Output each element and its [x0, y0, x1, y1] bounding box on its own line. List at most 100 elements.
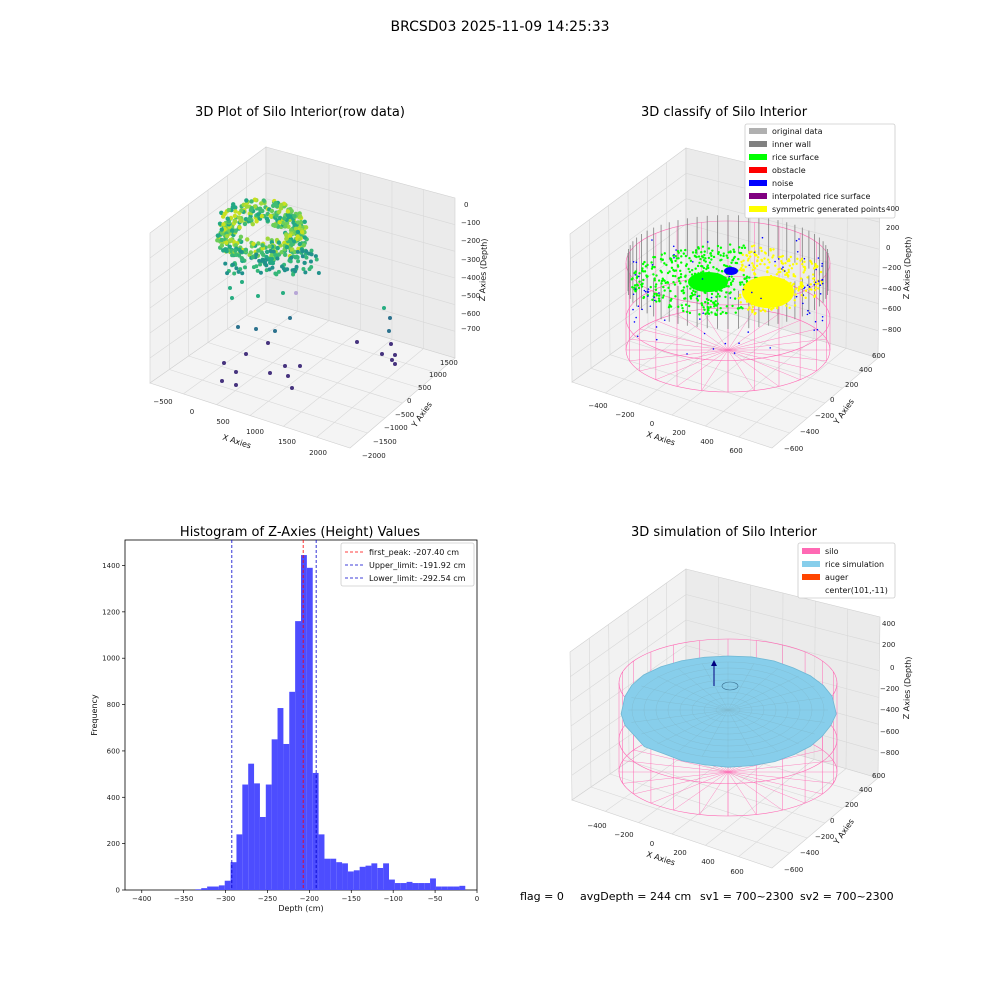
raw-point	[243, 216, 249, 222]
surface-point	[716, 292, 720, 296]
raw-point	[234, 370, 238, 374]
surface-point	[696, 264, 700, 268]
surface-point	[704, 291, 707, 295]
surface-point	[642, 278, 645, 282]
surface-point	[746, 308, 750, 311]
surface-point	[753, 312, 756, 316]
surface-point	[727, 285, 730, 288]
noise-point	[635, 316, 637, 319]
surface-point	[669, 299, 672, 302]
surface-point	[707, 256, 711, 260]
raw-x-ticks: −500 0 500 1000 1500 2000	[153, 398, 327, 457]
raw-point	[243, 247, 249, 253]
surface-point	[687, 267, 690, 271]
surface-point	[671, 274, 675, 278]
raw-ytick: −2000	[362, 452, 386, 460]
classify-ytick: −400	[800, 428, 819, 436]
surface-mesh-spoke	[727, 675, 799, 711]
histogram-xtick-label: −150	[342, 895, 361, 903]
surface-point	[732, 250, 736, 254]
raw-point	[236, 269, 241, 274]
histogram-ytick-label: 1200	[102, 608, 120, 616]
surface-mesh-spoke	[631, 709, 729, 723]
surface-point	[738, 268, 742, 271]
raw-point	[230, 253, 235, 258]
legend-swatch	[749, 128, 767, 134]
raw-point	[233, 205, 238, 210]
surface-point	[810, 288, 813, 291]
histogram-ytick-label: 200	[107, 840, 120, 848]
raw-point	[219, 210, 224, 216]
surface-point	[730, 275, 733, 278]
raw-ytick: −500	[395, 411, 414, 419]
surface-point	[703, 253, 706, 257]
surface-point	[800, 281, 803, 284]
noise-point	[651, 263, 654, 266]
surface-point	[729, 283, 733, 286]
raw-point	[240, 257, 245, 262]
classify-ztick: −200	[882, 264, 901, 272]
surface-point	[706, 301, 710, 305]
surface-point	[816, 264, 819, 268]
surface-point	[717, 269, 720, 272]
raw-point	[240, 271, 245, 276]
raw-point	[272, 223, 278, 228]
surface-point	[719, 254, 722, 257]
noise-point	[819, 284, 822, 286]
surface-point	[760, 259, 764, 263]
raw-point	[234, 266, 239, 271]
classify-ylabel: Y Axies	[831, 397, 856, 427]
surface-point	[715, 309, 719, 312]
surface-point	[641, 269, 644, 272]
surface-mesh-spoke	[727, 709, 755, 757]
surface-point	[752, 264, 755, 267]
simulation-y-ticks: −600 −400 −200 0 200 400 600	[784, 772, 885, 874]
footer-sv1: sv1 = 700~2300	[700, 890, 794, 903]
raw-point	[266, 341, 270, 345]
noise-point	[632, 261, 635, 263]
raw-point-cloud	[215, 197, 397, 390]
simulation-ytick: 400	[859, 786, 872, 794]
surface-point	[767, 258, 770, 261]
surface-point	[689, 259, 693, 263]
surface-point	[706, 264, 709, 267]
noise-point	[802, 302, 804, 305]
classify-ytick: 200	[845, 381, 858, 389]
surface-point	[649, 285, 652, 289]
surface-point	[638, 272, 641, 275]
simulation-ytick: −400	[800, 849, 819, 857]
raw-point	[233, 252, 239, 258]
surface-point	[674, 254, 677, 258]
surface-point	[767, 266, 770, 269]
raw-point	[278, 206, 284, 211]
histogram-bar	[377, 867, 384, 890]
noise-point	[703, 332, 706, 335]
raw-point	[316, 271, 321, 276]
surface-point	[692, 289, 695, 293]
surface-point	[732, 277, 735, 281]
surface-point	[700, 303, 704, 307]
raw-point	[289, 255, 294, 260]
auger-head	[711, 660, 717, 666]
surface-point	[697, 255, 701, 258]
surface-point	[763, 257, 766, 260]
raw-point	[229, 228, 235, 233]
surface-point	[719, 246, 723, 249]
figure-suptitle: BRCSD03 2025-11-09 14:25:33	[390, 19, 609, 35]
raw-point	[245, 237, 250, 242]
simulation-ztick: 0	[890, 664, 894, 672]
surface-mesh-spoke	[701, 663, 729, 711]
raw-point	[282, 252, 288, 257]
surface-point	[674, 274, 677, 278]
raw-point	[240, 280, 244, 284]
raw-point	[219, 237, 224, 243]
noise-point	[729, 297, 732, 299]
surface-point	[739, 296, 742, 299]
surface-mesh-spoke	[727, 668, 779, 711]
surface-point	[787, 270, 790, 274]
legend-label: interpolated rice surface	[772, 192, 870, 201]
surface-point	[802, 271, 805, 274]
classify-y-ticks: −600 −400 −200 0 200 400 600	[784, 352, 885, 453]
noise-point	[738, 342, 740, 345]
surface-point	[674, 295, 677, 298]
